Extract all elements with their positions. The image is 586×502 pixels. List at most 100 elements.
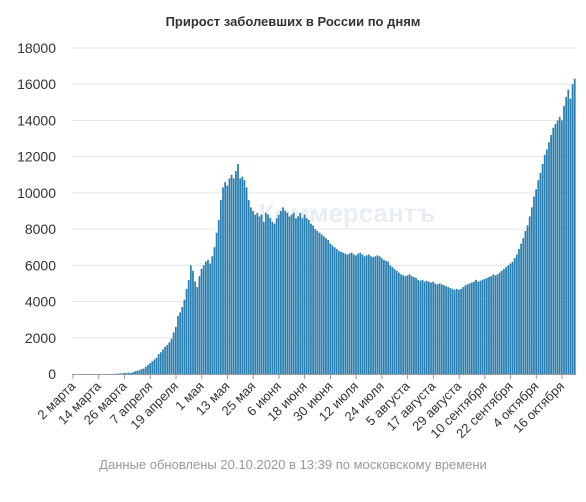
- bar: [447, 287, 450, 374]
- bar: [560, 120, 563, 374]
- bar: [320, 234, 323, 374]
- bar: [327, 239, 329, 374]
- bar: [271, 221, 274, 374]
- bar: [142, 368, 145, 374]
- bar: [241, 176, 244, 374]
- bar: [177, 316, 179, 374]
- bar: [481, 279, 484, 374]
- bar: [147, 364, 149, 374]
- bar: [552, 127, 555, 374]
- bar: [421, 279, 424, 374]
- bar: [541, 163, 544, 374]
- bar: [520, 243, 522, 374]
- bar: [222, 187, 224, 374]
- bar: [494, 275, 497, 374]
- bar: [207, 259, 209, 374]
- bar: [260, 214, 263, 374]
- bar: [526, 225, 529, 374]
- bar: [217, 220, 220, 374]
- bar: [438, 283, 441, 374]
- bar: [492, 274, 495, 374]
- bar: [226, 185, 229, 374]
- bar: [280, 211, 282, 374]
- bar: [179, 312, 181, 374]
- bar: [250, 207, 252, 374]
- bar: [312, 225, 314, 374]
- bar: [458, 289, 460, 374]
- bar: [333, 247, 336, 374]
- bar: [488, 277, 490, 374]
- bar: [149, 363, 151, 374]
- bar: [267, 214, 269, 374]
- bar: [359, 252, 362, 374]
- bar: [449, 287, 452, 374]
- bar: [335, 249, 338, 374]
- bar: [363, 256, 366, 374]
- bar: [292, 212, 295, 374]
- bar: [170, 338, 173, 374]
- bar: [545, 149, 548, 374]
- bar: [275, 218, 278, 374]
- bar: [164, 346, 166, 374]
- bar: [505, 267, 507, 374]
- bar: [372, 257, 375, 374]
- bar: [215, 232, 218, 374]
- bar-series: [110, 78, 576, 375]
- bar: [123, 373, 126, 374]
- y-tick-label: 10000: [17, 185, 56, 201]
- bar: [183, 299, 186, 374]
- bar: [346, 254, 349, 374]
- bar: [282, 207, 284, 374]
- bar: [565, 96, 568, 375]
- bar: [286, 212, 289, 374]
- bar: [134, 371, 136, 374]
- bar: [473, 281, 475, 374]
- bar: [265, 212, 267, 374]
- bar: [213, 247, 216, 374]
- bar: [162, 349, 164, 374]
- bar: [127, 372, 130, 374]
- bar: [374, 256, 377, 374]
- bar: [522, 238, 525, 374]
- bar: [204, 261, 207, 374]
- bar: [425, 280, 428, 374]
- bar: [569, 98, 572, 374]
- bar: [543, 154, 546, 374]
- bar: [228, 178, 231, 374]
- bar: [475, 279, 477, 374]
- bar: [187, 279, 190, 374]
- bar: [567, 89, 570, 375]
- bar: [490, 276, 492, 374]
- bar: [297, 216, 299, 374]
- bar: [136, 370, 139, 374]
- bar: [290, 214, 293, 374]
- bar: [352, 254, 355, 374]
- bar: [350, 252, 353, 374]
- bar: [445, 286, 447, 374]
- y-tick-labels: 0 2000 4000 6000 8000 10000 12000 14000 16000 180…: [17, 40, 56, 382]
- chart-title: Прирост заболевших в России по дням: [165, 14, 421, 29]
- bar: [408, 274, 411, 374]
- bar: [466, 284, 469, 374]
- bar: [528, 216, 531, 374]
- bar: [224, 182, 227, 374]
- bar: [410, 276, 413, 374]
- bar: [503, 268, 505, 374]
- bar: [307, 220, 310, 374]
- bar: [301, 218, 304, 374]
- bar: [200, 268, 203, 374]
- bar: [168, 342, 171, 374]
- bar: [479, 280, 482, 374]
- bar: [496, 274, 499, 374]
- bar: [284, 211, 287, 374]
- bar: [533, 196, 535, 374]
- bar: [402, 275, 405, 374]
- y-tick-label: 8000: [25, 221, 56, 237]
- bar: [138, 370, 141, 374]
- y-tick-label: 4000: [25, 294, 56, 310]
- bar: [166, 345, 169, 374]
- bar: [453, 289, 456, 374]
- bar: [423, 281, 426, 374]
- bar: [530, 207, 533, 374]
